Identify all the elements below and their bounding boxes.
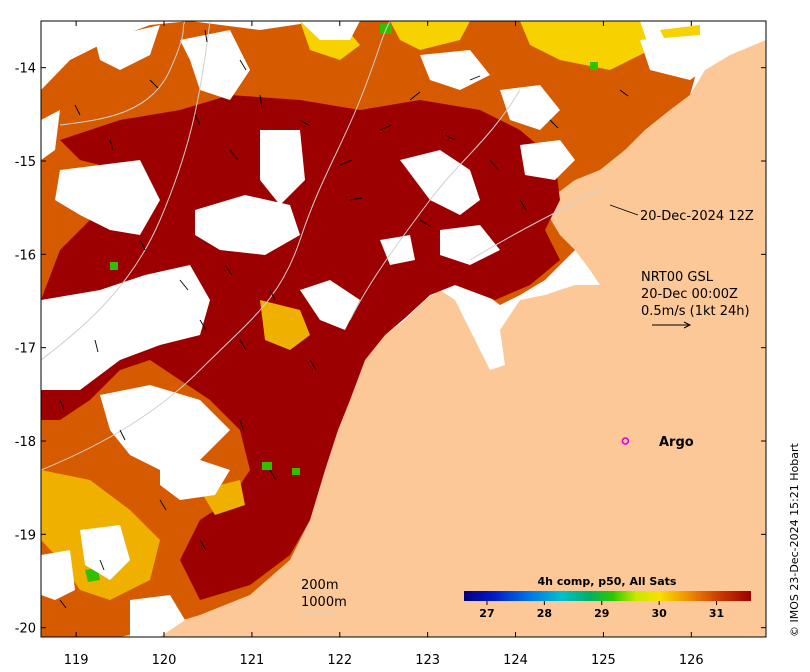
colorbar-tick-label: 31 xyxy=(709,607,724,620)
y-tick-label: -16 xyxy=(15,248,36,263)
bathymetry-contours xyxy=(41,21,601,471)
sst-yellow-north xyxy=(300,21,700,70)
coast-date-pointer xyxy=(609,204,639,216)
colorbar-ramp xyxy=(464,591,751,601)
currents-time: 20-Dec 00:00Z xyxy=(641,287,738,302)
y-tick-label: -17 xyxy=(15,342,36,357)
cloud-gaps xyxy=(41,21,720,637)
x-axis: 119 120 121 122 123 124 125 126 xyxy=(64,21,704,668)
x-tick-label: 120 xyxy=(152,653,177,668)
colorbar-tick-label: 29 xyxy=(594,607,609,620)
y-tick-label: -15 xyxy=(15,155,36,170)
colorbar-tick-label: 28 xyxy=(537,607,552,620)
coast-date-label: 20-Dec-2024 12Z xyxy=(640,209,754,224)
y-tick-label: -19 xyxy=(15,528,36,543)
x-tick-label: 124 xyxy=(503,653,528,668)
contour-label-1000m: 1000m xyxy=(301,595,347,610)
colorbar-title: 4h comp, p50, All Sats xyxy=(538,575,677,588)
colorbar-ticks: 27 28 29 30 31 xyxy=(479,601,724,620)
argo-marker xyxy=(621,437,630,445)
currents-scale: 0.5m/s (1kt 24h) xyxy=(641,304,750,319)
x-tick-label: 123 xyxy=(415,653,440,668)
y-tick-label: -14 xyxy=(15,62,36,77)
x-tick-label: 122 xyxy=(327,653,352,668)
plot-frame xyxy=(40,20,767,638)
colorbar: 4h comp, p50, All Sats 27 28 29 30 31 xyxy=(464,575,751,620)
contour-label-200m: 200m xyxy=(301,578,338,593)
map-plot-area xyxy=(41,21,766,637)
y-tick-label: -18 xyxy=(15,435,36,450)
currents-title: NRT00 GSL xyxy=(641,270,714,285)
land-mass xyxy=(120,21,766,637)
x-tick-label: 121 xyxy=(239,653,264,668)
y-tick-label: -20 xyxy=(15,622,36,637)
x-tick-label: 126 xyxy=(679,653,704,668)
argo-label: Argo xyxy=(659,435,694,450)
x-tick-label: 125 xyxy=(591,653,616,668)
current-vectors xyxy=(59,29,629,609)
y-axis: -14 -15 -16 -17 -18 -19 -20 xyxy=(15,62,766,637)
x-tick-label: 119 xyxy=(64,653,89,668)
sst-yellow-south xyxy=(41,300,310,600)
sst-warm-field xyxy=(41,95,560,600)
colorbar-tick-label: 30 xyxy=(652,607,668,620)
colorbar-tick-label: 27 xyxy=(479,607,494,620)
current-scale-arrow xyxy=(652,321,692,329)
imos-credit: © IMOS 23-Dec-2024 15:21 Hobart xyxy=(788,442,801,637)
